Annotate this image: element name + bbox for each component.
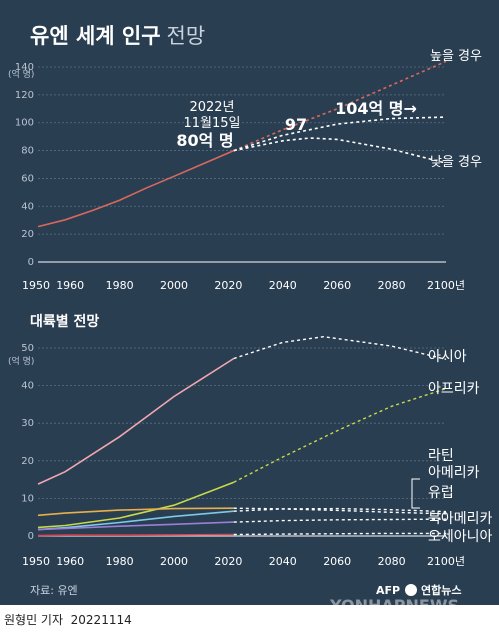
top-x-tick: 2020	[214, 279, 242, 292]
legend-bracket	[411, 478, 420, 509]
bottom-x-tick: 1980	[106, 555, 134, 568]
label-asia: 아시아	[428, 349, 467, 365]
africa-line-projection	[233, 387, 447, 483]
top-y-tick: 140	[15, 62, 34, 73]
bottom-x-tick: 2080	[378, 555, 406, 568]
label-low-scenario: 낮을 경우	[430, 155, 482, 170]
low-scenario-line	[233, 137, 447, 164]
bottom-x-axis: 1950 1960 1980 2000 2020 2040 2060 2080 2100년	[22, 555, 465, 568]
reporter-name: 원형민 기자	[4, 613, 64, 627]
publish-date: 20221114	[70, 613, 132, 627]
bottom-x-tick: 1950	[22, 555, 50, 568]
top-x-tick: 2100년	[427, 279, 465, 292]
label-high-scenario: 높을 경우	[430, 49, 482, 64]
label-oceania: 오세아니아	[428, 529, 493, 545]
bottom-grid	[38, 347, 446, 537]
top-x-tick: 1950	[22, 279, 50, 292]
north-america-line-history	[37, 521, 234, 531]
top-y-tick: 120	[15, 90, 34, 101]
bottom-y-tick: 10	[21, 493, 34, 504]
north-america-line-projection	[233, 518, 447, 523]
chart-title: 유엔 세계 인구 전망	[30, 24, 205, 48]
top-y-tick: 0	[28, 257, 34, 268]
source-note: 자료: 유엔	[30, 584, 78, 597]
top-y-tick: 40	[21, 201, 34, 212]
bottom-y-tick: 0	[28, 531, 34, 542]
bottom-y-tick: 30	[21, 418, 34, 429]
top-x-tick: 2060	[323, 279, 351, 292]
infographic-card: 유엔 세계 인구 전망 (억 명) 0 20 40 60 80 100 120 140 1950…	[0, 0, 499, 605]
byline: 원형민 기자 20221114	[4, 611, 132, 628]
label-africa: 아프리카	[428, 381, 480, 397]
bottom-x-tick: 1960	[56, 555, 84, 568]
top-x-tick: 1980	[106, 279, 134, 292]
latin-america-line-projection	[233, 507, 447, 513]
bottom-x-tick: 2040	[269, 555, 297, 568]
annotation-104: 104억 명→	[335, 99, 417, 118]
label-latin-america-line1: 라틴	[428, 448, 454, 464]
europe-line-projection	[233, 507, 447, 515]
annotation-date-day: 11월15일	[183, 116, 240, 131]
bottom-y-tick: 20	[21, 456, 34, 467]
bottom-y-tick: 40	[21, 381, 34, 392]
yonhap-logo-icon	[405, 584, 417, 596]
europe-line-history	[37, 507, 234, 517]
top-x-tick: 2040	[269, 279, 297, 292]
annotation-date-year: 2022년	[189, 100, 234, 115]
bottom-y-unit: (억 명)	[8, 355, 34, 367]
watermark: YONHAPNEWS	[329, 596, 459, 605]
top-x-tick: 1960	[56, 279, 84, 292]
bottom-chart-title: 대륙별 전망	[30, 313, 99, 330]
top-y-unit: (억 명)	[8, 68, 34, 80]
africa-line-history	[37, 481, 235, 529]
label-north-america: 북아메리카	[428, 511, 493, 527]
oceania-line-history	[37, 533, 234, 537]
bottom-y-axis: 0 10 20 30 40 50	[21, 343, 34, 542]
asia-line-history	[37, 357, 235, 485]
median-scenario-line	[233, 116, 447, 152]
bottom-x-tick: 2060	[323, 555, 351, 568]
top-y-tick: 60	[21, 173, 34, 184]
asia-line-projection	[233, 335, 447, 360]
top-x-tick: 2000	[160, 279, 188, 292]
afp-logo: AFP	[376, 584, 400, 597]
top-y-tick: 100	[15, 118, 34, 129]
label-latin-america-line2: 아메리카	[428, 465, 480, 481]
yonhap-logo: 연합뉴스	[421, 583, 461, 597]
bottom-x-tick: 2100년	[427, 555, 465, 568]
annotation-peak-97: 97	[285, 115, 307, 134]
top-x-tick: 2080	[378, 279, 406, 292]
top-y-tick: 20	[21, 229, 34, 240]
label-europe: 유럽	[428, 485, 454, 501]
bottom-series	[37, 335, 447, 537]
world-history-line	[37, 149, 235, 228]
top-y-axis: 0 20 40 60 80 100 120 140	[15, 62, 34, 268]
bottom-x-tick: 2020	[214, 555, 242, 568]
oceania-line-projection	[233, 532, 446, 536]
bottom-x-tick: 2000	[160, 555, 188, 568]
bottom-y-tick: 50	[21, 343, 34, 354]
top-grid	[38, 66, 446, 263]
top-y-tick: 80	[21, 146, 34, 157]
annotation-pop-2022: 80억 명	[176, 131, 233, 150]
top-x-axis: 1950 1960 1980 2000 2020 2040 2060 2080 2100년	[22, 279, 465, 292]
top-series	[37, 60, 447, 228]
